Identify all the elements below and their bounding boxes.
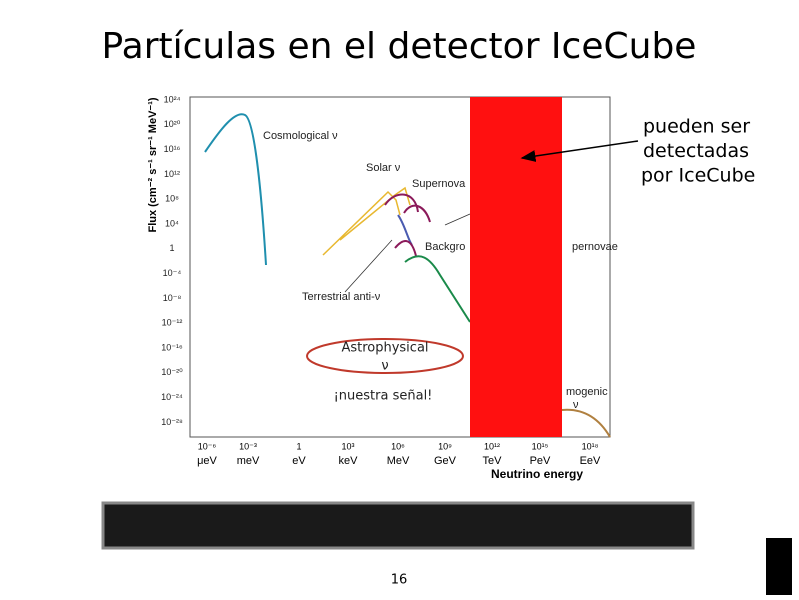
label-leader	[444, 213, 471, 226]
atmospheric-curve	[404, 255, 471, 323]
x-tick-label: 10¹²	[484, 441, 500, 451]
x-tick-label: 10³	[341, 441, 354, 451]
y-axis-label: Flux (cm⁻² s⁻¹ sr⁻¹ MeV⁻¹)	[147, 97, 159, 232]
curve-label: Cosmological ν	[263, 130, 338, 142]
curve-label: Terrestrial anti-ν	[302, 291, 381, 303]
curve-label: Supernova	[412, 178, 466, 190]
x-tick-unit: GeV	[434, 455, 457, 467]
slide-title: Partículas en el detector IceCube	[102, 26, 697, 67]
plot-frame	[189, 96, 611, 438]
signal-label: ¡nuestra señal!	[334, 389, 433, 404]
supernova-curve	[384, 193, 431, 223]
y-tick-label: 10⁻²⁰	[161, 367, 183, 377]
callout-text: pueden ser	[643, 116, 750, 138]
x-tick-unit: meV	[237, 455, 260, 467]
x-tick-label: 1	[296, 441, 301, 451]
callout-arrow	[520, 140, 639, 162]
curve-label: ν	[573, 399, 579, 411]
caption-banner	[101, 501, 695, 550]
x-axis-label: Neutrino energy	[491, 467, 583, 481]
background-hump	[394, 240, 417, 257]
callout-text: por IceCube	[641, 165, 755, 187]
x-tick-label: 10⁹	[438, 441, 452, 451]
x-tick-label: 10¹⁸	[582, 441, 599, 451]
y-tick-label: 10¹⁶	[164, 144, 181, 154]
y-tick-label: 10⁻⁴	[163, 268, 182, 278]
x-tick-label: 10⁻⁶	[198, 441, 217, 451]
cosmogenic-curve	[561, 408, 611, 438]
curve-label: Backgro	[425, 241, 465, 253]
x-tick-label: 10¹⁵	[532, 441, 549, 451]
x-tick-unit: μeV	[197, 455, 217, 467]
x-tick-unit: keV	[339, 455, 359, 467]
cosmological-curve	[204, 113, 267, 266]
astro-label: ν	[381, 359, 388, 374]
x-tick-label: 10⁻³	[239, 441, 257, 451]
y-tick-label: 10⁴	[165, 218, 179, 228]
x-tick-unit: MeV	[387, 455, 410, 467]
y-tick-label: 10⁻¹⁶	[161, 342, 183, 352]
astro-ellipse	[306, 338, 464, 374]
curve-label: mogenic	[566, 386, 608, 398]
y-tick-label: 10⁸	[165, 194, 179, 204]
y-tick-label: 1	[169, 243, 174, 253]
curve-label: Solar ν	[366, 162, 401, 174]
x-tick-unit: EeV	[580, 455, 601, 467]
corner-block	[766, 538, 792, 595]
y-tick-label: 10⁻²⁴	[161, 392, 183, 402]
y-tick-label: 10²⁰	[164, 119, 181, 129]
callout-text: detectadas	[643, 140, 749, 162]
y-tick-label: 10⁻⁸	[163, 293, 182, 303]
x-tick-unit: PeV	[530, 455, 551, 467]
highlight-band	[470, 97, 562, 437]
label-leader	[344, 239, 393, 293]
page-number: 16	[391, 573, 408, 588]
x-tick-unit: eV	[292, 455, 306, 467]
y-tick-label: 10²⁴	[164, 94, 181, 104]
x-tick-label: 10⁶	[391, 441, 405, 451]
y-tick-label: 10⁻¹²	[162, 318, 183, 328]
curve-label: pernovae	[572, 241, 618, 253]
y-tick-label: 10⁻²⁸	[161, 417, 183, 427]
astro-label: Astrophysical	[341, 341, 428, 356]
y-tick-label: 10¹²	[164, 169, 180, 179]
x-tick-unit: TeV	[483, 455, 503, 467]
